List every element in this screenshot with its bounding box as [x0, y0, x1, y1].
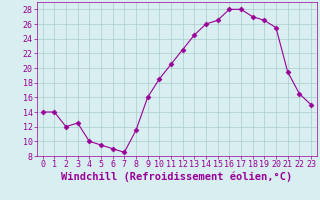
- X-axis label: Windchill (Refroidissement éolien,°C): Windchill (Refroidissement éolien,°C): [61, 172, 292, 182]
